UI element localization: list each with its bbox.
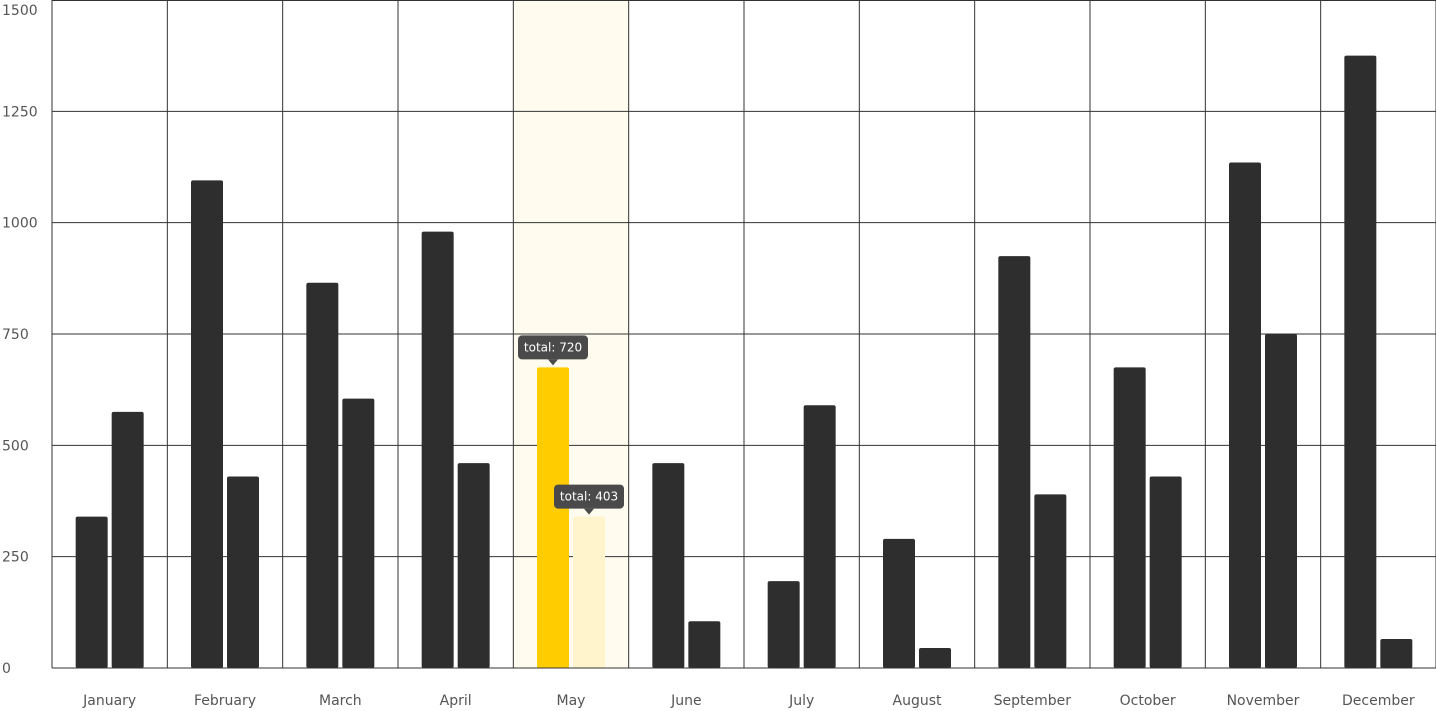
x-tick-label: July — [788, 693, 814, 709]
bar-series-1[interactable] — [537, 367, 569, 668]
tooltip-box — [554, 484, 624, 509]
bar-series-2[interactable] — [457, 463, 490, 668]
bar-series-1[interactable] — [883, 538, 915, 668]
tooltip-pointer — [584, 508, 594, 515]
tooltip-box — [518, 335, 588, 360]
tooltip-label: total: 720 — [524, 340, 582, 354]
x-tick-label: June — [670, 693, 702, 709]
bar-series-2[interactable] — [1149, 476, 1182, 668]
x-tick-label: December — [1342, 693, 1415, 709]
y-tick-label: 1000 — [2, 216, 38, 232]
bar-series-1[interactable] — [306, 282, 339, 668]
bar-series-2[interactable] — [227, 476, 259, 668]
bar-series-2[interactable] — [1380, 639, 1413, 668]
x-tick-label: April — [440, 693, 472, 709]
bar-series-2[interactable] — [1034, 494, 1067, 668]
bar-series-1[interactable] — [1344, 55, 1377, 668]
bar-series-2[interactable] — [573, 516, 605, 668]
bar-series-1[interactable] — [652, 463, 685, 668]
bar-series-1[interactable] — [421, 231, 454, 668]
x-tick-label: August — [893, 693, 943, 709]
bar-series-2[interactable] — [803, 405, 836, 668]
tooltip-pointer — [548, 359, 558, 366]
x-tick-label: January — [82, 693, 136, 709]
y-tick-label: 0 — [2, 661, 11, 677]
bar-series-1[interactable] — [998, 256, 1031, 668]
x-tick-label: May — [557, 693, 586, 709]
x-tick-label: September — [994, 693, 1072, 709]
y-tick-label: 1500 — [2, 3, 38, 19]
bar-series-1[interactable] — [191, 180, 223, 669]
bar-series-2[interactable] — [688, 621, 721, 668]
bar-series-2[interactable] — [111, 411, 144, 668]
y-tick-label: 750 — [2, 327, 29, 343]
x-tick-label: March — [319, 693, 362, 709]
x-tick-label: October — [1120, 693, 1176, 709]
tooltip-label: total: 403 — [560, 490, 618, 504]
x-tick-label: February — [194, 693, 256, 709]
bar-series-1[interactable] — [767, 581, 800, 668]
bar-series-2[interactable] — [1265, 334, 1297, 668]
y-tick-label: 250 — [2, 550, 29, 566]
bar-series-2[interactable] — [919, 647, 951, 668]
bar-series-1[interactable] — [1229, 162, 1261, 668]
y-tick-label: 1250 — [2, 104, 38, 120]
bar-series-1[interactable] — [1113, 367, 1146, 668]
bar-series-1[interactable] — [75, 516, 108, 668]
y-tick-label: 500 — [2, 438, 29, 454]
bar-series-2[interactable] — [342, 398, 375, 668]
x-tick-label: November — [1227, 693, 1300, 709]
